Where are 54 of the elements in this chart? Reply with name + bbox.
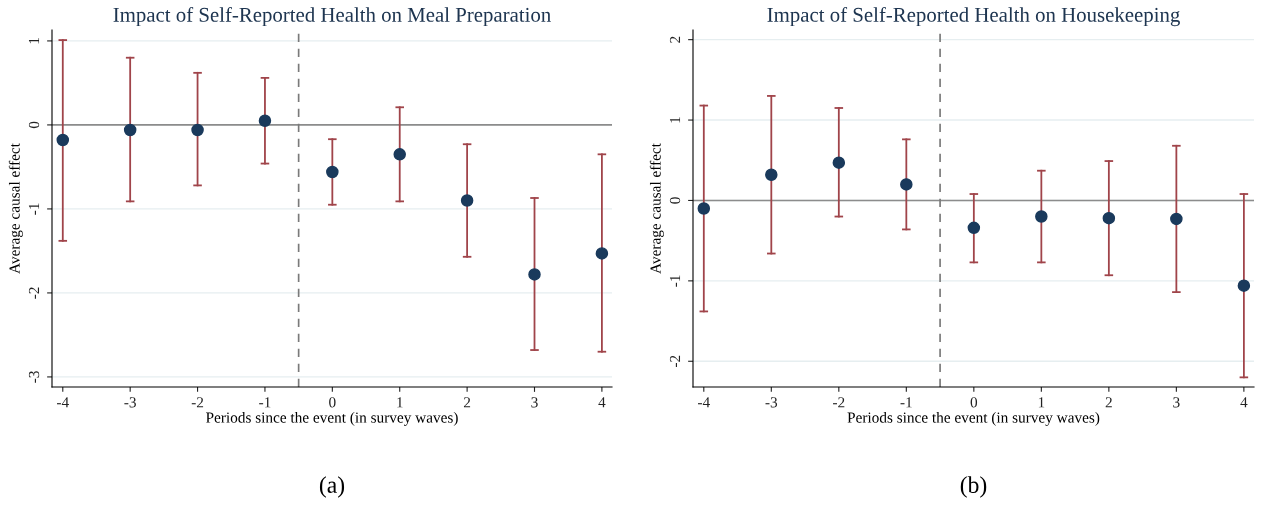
point [528, 268, 541, 281]
x-tick-label: 1 [397, 397, 403, 408]
chart-title: Impact of Self-Reported Health on Meal Preparation [113, 7, 551, 27]
x-tick-label: -2 [833, 397, 845, 408]
x-tick-label: -4 [698, 397, 710, 408]
x-tick-label: 3 [1173, 397, 1180, 408]
text: (b) [960, 476, 987, 498]
x-tick-label: 4 [1240, 397, 1248, 408]
x-axis-title: Periods since the event (in survey waves) [847, 411, 1100, 426]
y-axis-title: Average causal effect [8, 143, 23, 274]
x-tick-label: 0 [329, 397, 336, 408]
point [56, 133, 70, 147]
point [900, 178, 913, 191]
point [258, 114, 272, 127]
x-tick-label: 2 [1105, 397, 1112, 408]
chart-title: Impact of Self-Reported Health on Housekeeping [767, 7, 1180, 27]
x-tick-label: 2 [463, 397, 471, 408]
point [123, 123, 137, 137]
x-tick-label: -1 [259, 397, 271, 408]
x-tick-label: 1 [1038, 397, 1045, 408]
x-axis-title: Periods since the event (in survey waves) [206, 411, 458, 426]
y-tick-label: 1 [28, 38, 40, 44]
point [326, 165, 339, 179]
x-tick-label: 3 [531, 397, 538, 408]
point [1102, 211, 1116, 225]
point [393, 148, 406, 161]
y-tick-label: -1 [28, 203, 40, 215]
point [697, 202, 711, 215]
point [1237, 279, 1251, 292]
y-tick-label: 0 [28, 121, 40, 129]
x-tick-label: -3 [124, 397, 136, 408]
x-tick-label: -1 [900, 397, 912, 408]
point [1170, 212, 1183, 226]
x-tick-label: 4 [598, 397, 606, 408]
y-tick-label: -2 [669, 355, 681, 368]
x-tick-label: 0 [970, 397, 978, 408]
x-tick-label: -2 [191, 397, 204, 408]
point [1035, 210, 1048, 223]
y-tick-label: -1 [669, 275, 681, 287]
y-tick-label: 0 [669, 197, 681, 204]
y-axis-title: Average causal effect [649, 143, 664, 274]
point [595, 247, 609, 260]
x-tick-label: -4 [56, 397, 69, 408]
point [460, 194, 474, 207]
point [967, 221, 981, 235]
x-tick-label: -3 [765, 397, 778, 408]
y-tick-label: 1 [669, 117, 681, 123]
point [832, 156, 846, 169]
y-tick-label: -3 [28, 371, 40, 383]
y-tick-label: -2 [28, 287, 40, 299]
y-tick-label: 2 [669, 36, 681, 43]
point [191, 123, 204, 137]
text: (a) [319, 476, 345, 498]
point [765, 168, 778, 181]
